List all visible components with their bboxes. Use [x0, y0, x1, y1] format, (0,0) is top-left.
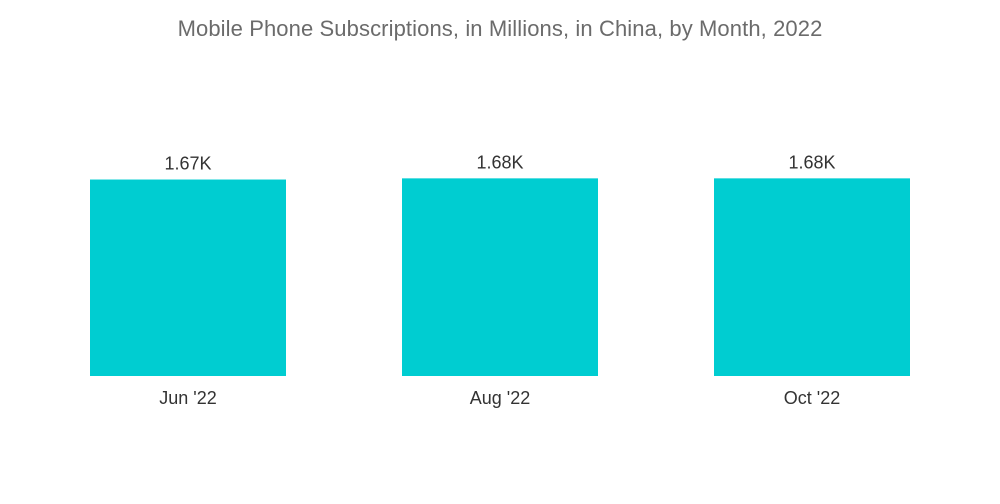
data-label-3: 1.68K — [788, 152, 835, 172]
x-tick-label-1: Jun '22 — [159, 388, 216, 408]
bar-1 — [90, 179, 286, 376]
data-label-1: 1.67K — [164, 154, 211, 174]
bar-2 — [402, 178, 598, 376]
bar-3 — [714, 178, 910, 376]
x-tick-label-3: Oct '22 — [784, 388, 840, 408]
data-label-2: 1.68K — [476, 152, 523, 172]
chart-title: Mobile Phone Subscriptions, in Millions,… — [177, 16, 823, 41]
x-axis-tick-labels: Jun '22 Aug '22 Oct '22 — [159, 388, 840, 408]
x-tick-label-2: Aug '22 — [470, 388, 531, 408]
value-labels-layer: 1.67K 1.68K 1.68K — [164, 152, 835, 173]
bars-layer — [90, 178, 910, 376]
